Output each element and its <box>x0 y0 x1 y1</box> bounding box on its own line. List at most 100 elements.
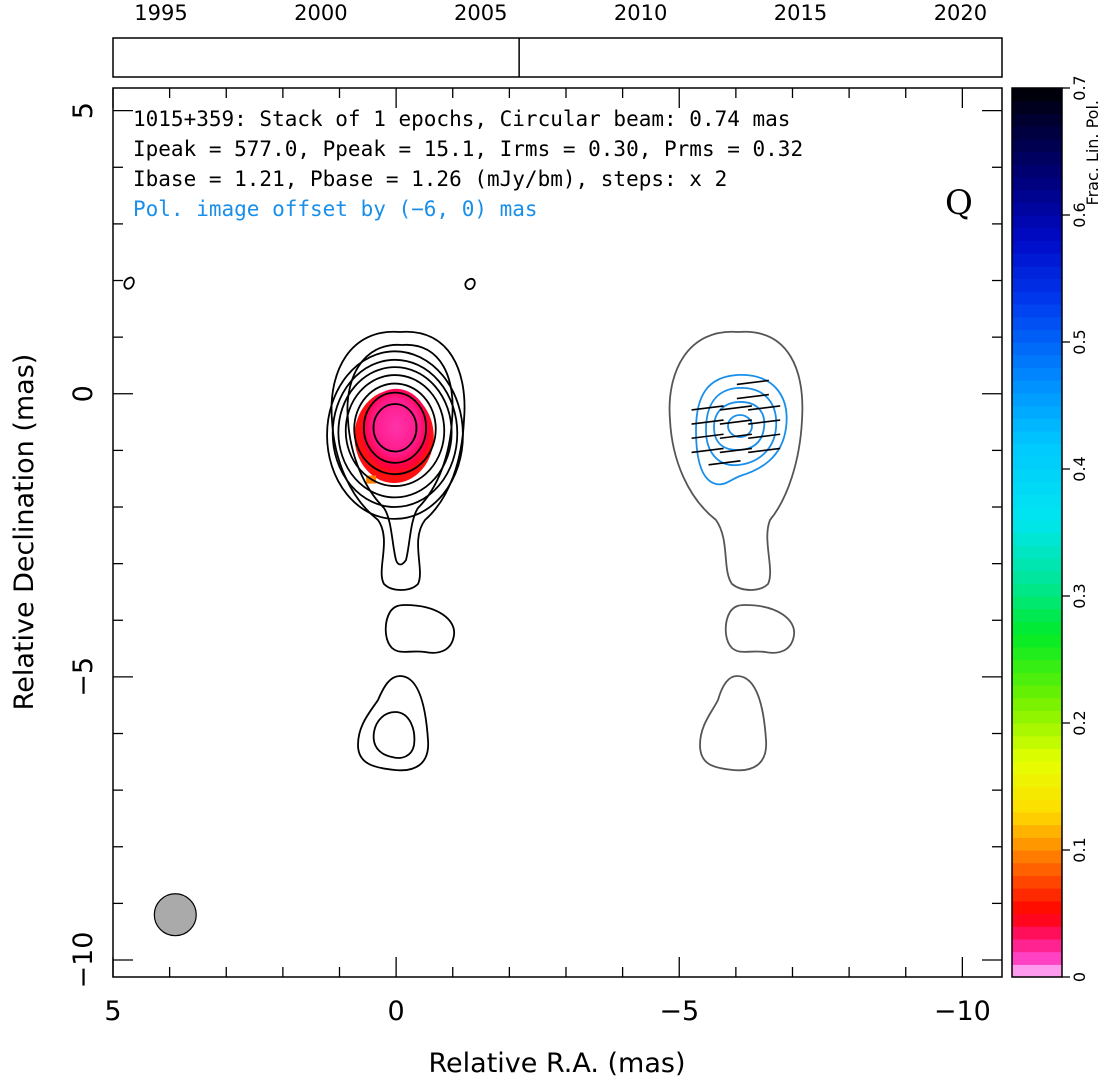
timeline-year-label: 2000 <box>294 1 347 25</box>
evpa-stick <box>691 419 724 425</box>
colorbar-segment <box>1012 138 1062 153</box>
y-tick-labels: 5 0 −5 −10 <box>68 102 99 988</box>
colorbar-segment <box>1012 900 1062 915</box>
x-tick-label: −5 <box>659 996 699 1027</box>
colorbar-segment <box>1012 278 1062 292</box>
colorbar-segment <box>1012 443 1062 457</box>
colorbar-segment <box>1012 926 1062 940</box>
colorbar-segment <box>1012 621 1062 635</box>
colorbar-segment <box>1012 176 1062 191</box>
colorbar-segment <box>1012 291 1062 305</box>
colorbar-segment <box>1012 837 1062 851</box>
pol-contour-core <box>727 414 753 438</box>
colorbar-segment <box>1012 202 1062 216</box>
colorbar-segment <box>1012 761 1062 775</box>
colorbar-tick-label: 0.4 <box>1070 456 1089 481</box>
colorbar-segment <box>1012 938 1062 953</box>
stokes-i-contour <box>353 382 437 476</box>
evpa-stick <box>719 405 752 411</box>
colorbar-segment <box>1012 583 1062 597</box>
colorbar-tick-label: 0.1 <box>1070 837 1089 862</box>
colorbar-segment <box>1012 888 1062 902</box>
y-axis-label: Relative Declination (mas) <box>9 354 40 711</box>
colorbar-segment <box>1012 672 1062 686</box>
pol-panel-outer-jet-contour <box>668 331 804 591</box>
colorbar-segment <box>1012 456 1062 470</box>
colorbar-segment <box>1012 684 1062 699</box>
colorbar-segment <box>1012 418 1062 432</box>
colorbar-segment <box>1012 380 1062 394</box>
colorbar-segment <box>1012 253 1062 267</box>
x-tick-label: −10 <box>934 996 991 1027</box>
colorbar-segment <box>1012 164 1062 178</box>
colorbar-segment <box>1012 862 1062 876</box>
stokes-i-outer-knot-contour <box>357 675 429 772</box>
colorbar-segment <box>1012 557 1062 572</box>
evpa-sticks <box>691 379 781 466</box>
evpa-stick <box>719 447 752 454</box>
stokes-i-noise-contour-right <box>464 277 476 291</box>
colorbar-segment <box>1012 88 1062 102</box>
colorbar-segment <box>1012 646 1062 661</box>
timeline-strip: 1995 2000 2005 2010 2015 2020 <box>112 1 1003 78</box>
colorbar-segment <box>1012 634 1062 648</box>
timeline-year-label: 2010 <box>614 1 667 25</box>
stokes-i-jet-contours-left <box>123 276 476 772</box>
header-line-2: Ipeak = 577.0, Ppeak = 15.1, Irms = 0.30… <box>133 137 803 161</box>
pol-panel-pol-contours <box>695 374 788 486</box>
timeline-year-labels: 1995 2000 2005 2010 2015 2020 <box>134 1 987 25</box>
pol-panel-outer-knot-contour <box>699 675 767 772</box>
evpa-stick <box>748 433 781 440</box>
colorbar-segment <box>1012 799 1062 813</box>
colorbar-segment <box>1012 570 1062 584</box>
colorbar-segment <box>1012 723 1062 737</box>
evpa-stick <box>736 379 769 386</box>
colorbar-segment <box>1012 494 1062 508</box>
colorbar-segment <box>1012 519 1062 534</box>
colorbar-segment <box>1012 329 1062 343</box>
colorbar-segment <box>1012 481 1062 495</box>
colorbar-tick-label: 0.6 <box>1070 202 1089 227</box>
header-line-1: 1015+359: Stack of 1 epochs, Circular be… <box>133 107 790 131</box>
restoring-beam <box>153 893 197 937</box>
timeline-year-label: 2020 <box>934 1 987 25</box>
colorbar-segment <box>1012 430 1062 445</box>
colorbar-frame <box>1011 87 1063 978</box>
colorbar-segment <box>1012 850 1062 864</box>
colorbar-segment <box>1012 227 1062 241</box>
colorbar-segment <box>1012 532 1062 546</box>
colorbar-segment <box>1012 659 1062 673</box>
colorbar-tick-label: 0.5 <box>1070 329 1089 354</box>
map-plot: 5 0 −5 −10 5 0 −5 −10 1015+359: Stack of 1 epo… <box>9 87 1003 1079</box>
evpa-stick <box>691 405 724 411</box>
plot-frame <box>112 87 1003 978</box>
fractional-pol-inner <box>362 388 431 473</box>
header-line-3: Ibase = 1.21, Pbase = 1.26 (mJy/bm), ste… <box>133 167 727 191</box>
colorbar-segment <box>1012 697 1062 711</box>
colorbar-segment <box>1012 875 1062 889</box>
colorbar-segment <box>1012 596 1062 610</box>
x-tick-label: 5 <box>104 996 121 1027</box>
y-tick-label: −5 <box>68 657 99 697</box>
colorbar: 0 0.1 0.2 0.3 0.4 0.5 0.6 0.7 Frac. Lin. Pol. <box>1011 75 1102 982</box>
colorbar-tick-label: 0.2 <box>1070 710 1089 735</box>
evpa-stick <box>748 405 781 411</box>
colorbar-segment <box>1012 100 1062 114</box>
x-axis-label: Relative R.A. (mas) <box>429 1048 686 1079</box>
stokes-i-contour <box>344 374 446 487</box>
x-tick-label: 0 <box>388 996 405 1027</box>
stokes-i-noise-contour-left <box>123 276 135 290</box>
colorbar-segment <box>1012 354 1062 368</box>
x-tick-labels: 5 0 −5 −10 <box>104 996 990 1027</box>
colorbar-segment <box>1012 113 1062 127</box>
colorbar-segment <box>1012 951 1062 965</box>
timeline-year-label: 2005 <box>454 1 507 25</box>
colorbar-segment <box>1012 545 1062 559</box>
stokes-i-contour <box>372 403 418 453</box>
axis-ticks <box>112 88 1002 977</box>
pol-contour-outer <box>695 374 788 486</box>
colorbar-segment <box>1012 303 1062 318</box>
pol-panel-knot-contour <box>724 604 795 654</box>
colorbar-segment <box>1012 811 1062 826</box>
